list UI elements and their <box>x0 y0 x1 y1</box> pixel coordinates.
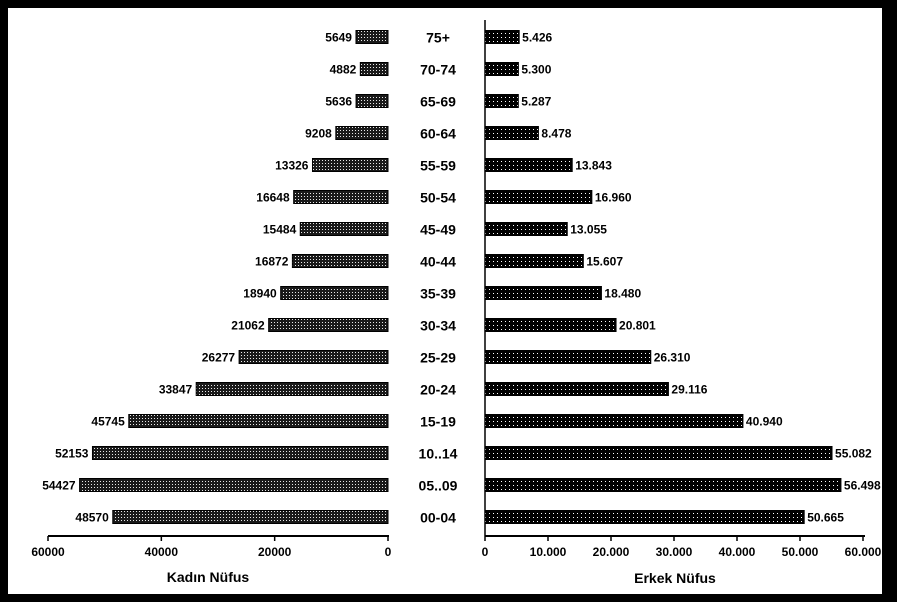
female-bar-30-34 <box>268 318 389 332</box>
female-bar-35-39 <box>280 286 389 300</box>
male-value-label-15-19: 40.940 <box>746 415 783 429</box>
male-value-label-40-44: 15.607 <box>586 255 623 269</box>
male-tick-label-10.000: 10.000 <box>530 545 567 559</box>
female-bar-15-19 <box>128 414 389 428</box>
male-value-label-30-34: 20.801 <box>619 319 656 333</box>
male-value-label-45-49: 13.055 <box>570 223 607 237</box>
female-value-label-65-69: 5636 <box>325 95 352 109</box>
age-group-label-75+: 75+ <box>426 30 450 46</box>
age-group-label-55-59: 55-59 <box>420 158 456 174</box>
female-bar-25-29 <box>238 350 389 364</box>
female-bar-00-04 <box>112 510 389 524</box>
female-value-label-50-54: 16648 <box>256 191 290 205</box>
age-group-label-10..14: 10..14 <box>419 446 458 462</box>
female-bar-05..09 <box>79 478 389 492</box>
female-bar-40-44 <box>291 254 389 268</box>
male-bar-75+ <box>484 30 520 44</box>
male-tick-label-20.000: 20.000 <box>593 545 630 559</box>
female-tick-label-20000: 20000 <box>258 545 292 559</box>
male-tick-label-0: 0 <box>482 545 489 559</box>
female-chart: 5649 4882 5636 9208 13326 16648 15484 16872 1894… <box>31 30 392 585</box>
female-tick-label-40000: 40000 <box>145 545 179 559</box>
female-value-label-60-64: 9208 <box>305 127 332 141</box>
female-value-label-15-19: 45745 <box>91 415 125 429</box>
male-tick-label-60.000: 60.000 <box>845 545 882 559</box>
male-value-label-65-69: 5.287 <box>521 95 551 109</box>
female-bar-75+ <box>355 30 389 44</box>
age-group-label-70-74: 70-74 <box>420 62 456 78</box>
female-value-label-75+: 5649 <box>325 31 352 45</box>
female-bar-60-64 <box>335 126 389 140</box>
female-bar-55-59 <box>311 158 389 172</box>
female-value-label-05..09: 54427 <box>42 479 76 493</box>
male-value-label-25-29: 26.310 <box>654 351 691 365</box>
male-value-label-55-59: 13.843 <box>575 159 612 173</box>
female-bar-45-49 <box>299 222 389 236</box>
age-group-label-05..09: 05..09 <box>419 478 458 494</box>
male-value-label-50-54: 16.960 <box>595 191 632 205</box>
female-value-label-20-24: 33847 <box>159 383 193 397</box>
male-tick-label-30.000: 30.000 <box>656 545 693 559</box>
female-value-label-00-04: 48570 <box>75 511 109 525</box>
male-value-label-20-24: 29.116 <box>671 383 707 397</box>
male-bar-50-54 <box>484 190 593 204</box>
age-group-label-40-44: 40-44 <box>420 254 456 270</box>
age-group-label-15-19: 15-19 <box>420 414 456 430</box>
female-value-label-35-39: 18940 <box>243 287 277 301</box>
female-bar-50-54 <box>293 190 389 204</box>
age-group-label-60-64: 60-64 <box>420 126 456 142</box>
male-value-label-75+: 5.426 <box>522 31 552 45</box>
age-group-label-30-34: 30-34 <box>420 318 456 334</box>
age-group-label-35-39: 35-39 <box>420 286 456 302</box>
age-group-label-45-49: 45-49 <box>420 222 456 238</box>
male-bar-20-24 <box>484 382 669 396</box>
male-chart: 5.426 5.300 5.287 8.478 13.843 16.960 13.055 15… <box>482 20 882 586</box>
female-x-axis-label: Kadın Nüfus <box>167 569 250 585</box>
chart-background <box>8 8 882 594</box>
female-bar-10..14 <box>91 446 389 460</box>
male-value-label-10..14: 55.082 <box>835 447 872 461</box>
age-group-label-50-54: 50-54 <box>420 190 456 206</box>
age-group-label-65-69: 65-69 <box>420 94 456 110</box>
male-bar-70-74 <box>484 62 519 76</box>
age-group-label-25-29: 25-29 <box>420 350 456 366</box>
male-bar-55-59 <box>484 158 573 172</box>
male-bar-40-44 <box>484 254 584 268</box>
age-group-label-00-04: 00-04 <box>420 510 456 526</box>
male-tick-label-40.000: 40.000 <box>719 545 756 559</box>
male-bar-25-29 <box>484 350 652 364</box>
age-group-label-20-24: 20-24 <box>420 382 456 398</box>
female-value-label-70-74: 4882 <box>330 63 357 77</box>
female-bar-70-74 <box>359 62 389 76</box>
male-tick-label-50.000: 50.000 <box>782 545 819 559</box>
female-value-label-40-44: 16872 <box>255 255 289 269</box>
male-value-label-60-64: 8.478 <box>541 127 571 141</box>
male-bar-35-39 <box>484 286 602 300</box>
male-value-label-00-04: 50.665 <box>807 511 844 525</box>
female-tick-label-60000: 60000 <box>31 545 65 559</box>
male-bar-10..14 <box>484 446 833 460</box>
female-bar-20-24 <box>195 382 389 396</box>
male-bar-00-04 <box>484 510 805 524</box>
male-value-label-70-74: 5.300 <box>521 63 551 77</box>
male-x-axis-label: Erkek Nüfus <box>634 570 716 586</box>
age-group-labels: 75+ 70-74 65-69 60-64 55-59 50-54 45-49 40-44 35… <box>419 30 458 526</box>
male-bar-30-34 <box>484 318 617 332</box>
female-bar-65-69 <box>355 94 389 108</box>
male-bar-65-69 <box>484 94 519 108</box>
female-value-label-30-34: 21062 <box>231 319 265 333</box>
female-value-label-25-29: 26277 <box>202 351 236 365</box>
male-bar-45-49 <box>484 222 568 236</box>
female-value-label-10..14: 52153 <box>55 447 89 461</box>
male-value-label-35-39: 18.480 <box>604 287 641 301</box>
female-tick-label-0: 0 <box>385 545 392 559</box>
male-bar-15-19 <box>484 414 744 428</box>
female-value-label-45-49: 15484 <box>263 223 297 237</box>
female-value-label-55-59: 13326 <box>275 159 309 173</box>
male-bar-05..09 <box>484 478 842 492</box>
male-value-label-05..09: 56.498 <box>844 479 881 493</box>
male-bar-60-64 <box>484 126 539 140</box>
